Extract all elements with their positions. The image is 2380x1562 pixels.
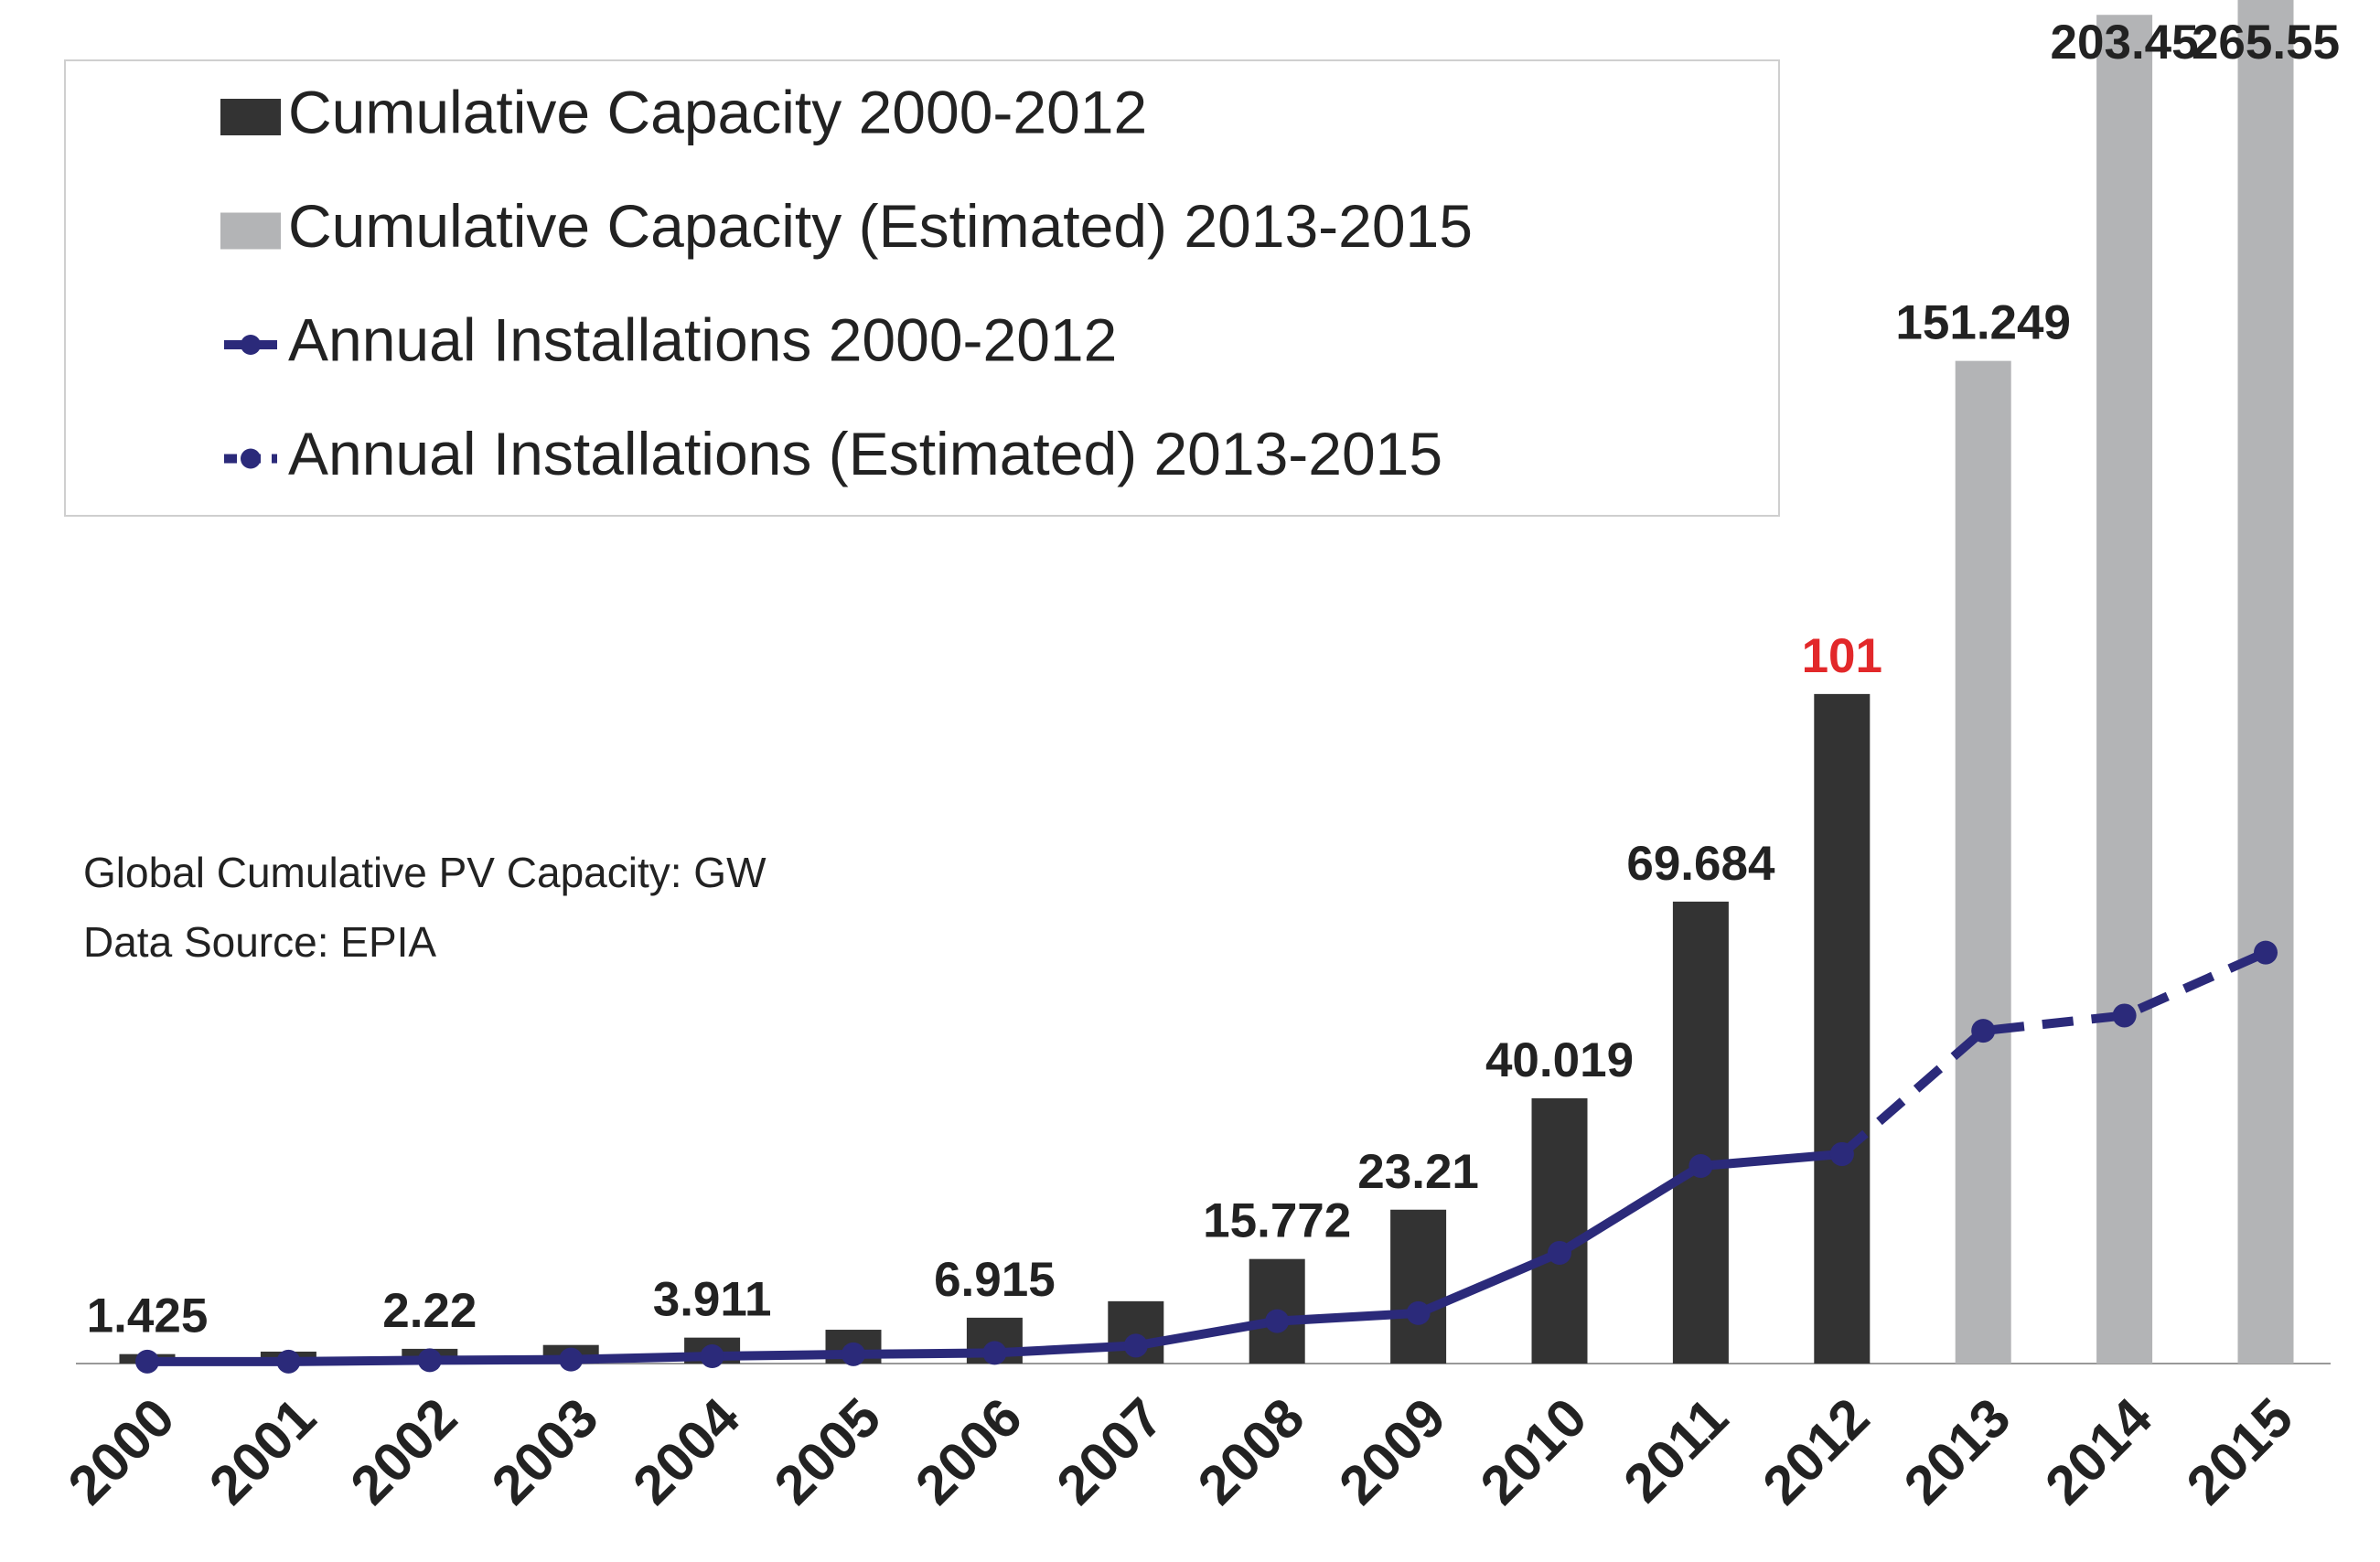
line-marker: [2254, 940, 2278, 965]
data-label: 101: [1802, 629, 1882, 683]
line-marker: [1548, 1240, 1571, 1265]
annotation: Global Cumulative PV Capacity: GW: [83, 849, 767, 896]
data-label: 2.22: [382, 1284, 477, 1338]
x-tick-label: 2001: [198, 1386, 327, 1516]
x-tick-label: 2009: [1327, 1386, 1457, 1516]
data-label: 69.684: [1626, 837, 1775, 891]
x-tick-label: 2012: [1751, 1386, 1881, 1516]
line-marker: [842, 1342, 865, 1366]
bar: [1390, 1209, 1447, 1364]
line-marker: [1123, 1333, 1148, 1358]
legend-swatch: [241, 448, 261, 469]
x-tick-label: 2000: [57, 1386, 187, 1516]
data-label: 6.915: [934, 1253, 1056, 1307]
legend-swatch: [241, 335, 261, 355]
bar: [1814, 693, 1871, 1364]
x-tick-label: 2004: [621, 1386, 751, 1516]
line-marker: [700, 1344, 724, 1369]
x-tick-label: 2006: [904, 1386, 1034, 1516]
data-label: 1.425: [87, 1289, 209, 1343]
bar: [2237, 0, 2294, 1364]
x-tick-label: 2013: [1892, 1386, 2022, 1516]
line-marker: [982, 1341, 1007, 1365]
line-marker: [1829, 1141, 1854, 1166]
bar: [2096, 15, 2153, 1364]
x-tick-label: 2014: [2033, 1386, 2163, 1516]
x-tick-label: 2011: [1612, 1386, 1739, 1514]
data-label: 151.249: [1895, 296, 2071, 350]
annotation: Data Source: EPIA: [83, 918, 436, 966]
legend-swatch: [220, 99, 281, 135]
data-label: 265.55: [2192, 16, 2340, 70]
bar: [1955, 360, 2011, 1364]
line-marker: [1265, 1309, 1290, 1333]
line-marker: [1971, 1019, 1996, 1043]
x-tick-label: 2002: [338, 1386, 468, 1516]
data-label: 203.45: [2051, 16, 2199, 70]
x-tick-label: 2007: [1045, 1386, 1174, 1516]
bar: [1672, 901, 1729, 1364]
data-label: 40.019: [1485, 1033, 1634, 1087]
line-marker: [417, 1348, 442, 1373]
line-marker: [135, 1349, 159, 1374]
bar: [1531, 1097, 1588, 1364]
line-marker: [276, 1349, 301, 1374]
x-tick-label: 2010: [1469, 1386, 1599, 1516]
x-tick-label: 2003: [480, 1386, 610, 1516]
line-marker: [2112, 1003, 2137, 1028]
line-marker: [1689, 1153, 1713, 1178]
legend-label: Annual Installations 2000-2012: [288, 305, 1117, 373]
data-label: 15.772: [1203, 1194, 1351, 1248]
line-marker: [1406, 1300, 1431, 1325]
legend-label: Cumulative Capacity 2000-2012: [288, 78, 1147, 145]
line: [1839, 948, 2268, 1158]
legend: Cumulative Capacity 2000-2012 Cumulative …: [220, 78, 1473, 487]
legend-label: Cumulative Capacity (Estimated) 2013-201…: [288, 192, 1473, 260]
legend-label: Annual Installations (Estimated) 2013-20…: [288, 420, 1442, 487]
x-tick-label: 2008: [1186, 1386, 1316, 1516]
x-tick-label: 2015: [2175, 1386, 2305, 1516]
line-marker: [559, 1347, 584, 1372]
legend-box: [64, 59, 1780, 517]
legend-swatch: [220, 212, 281, 250]
data-label: 23.21: [1357, 1145, 1479, 1199]
data-label: 3.911: [653, 1273, 772, 1327]
x-tick-label: 2005: [763, 1386, 893, 1516]
